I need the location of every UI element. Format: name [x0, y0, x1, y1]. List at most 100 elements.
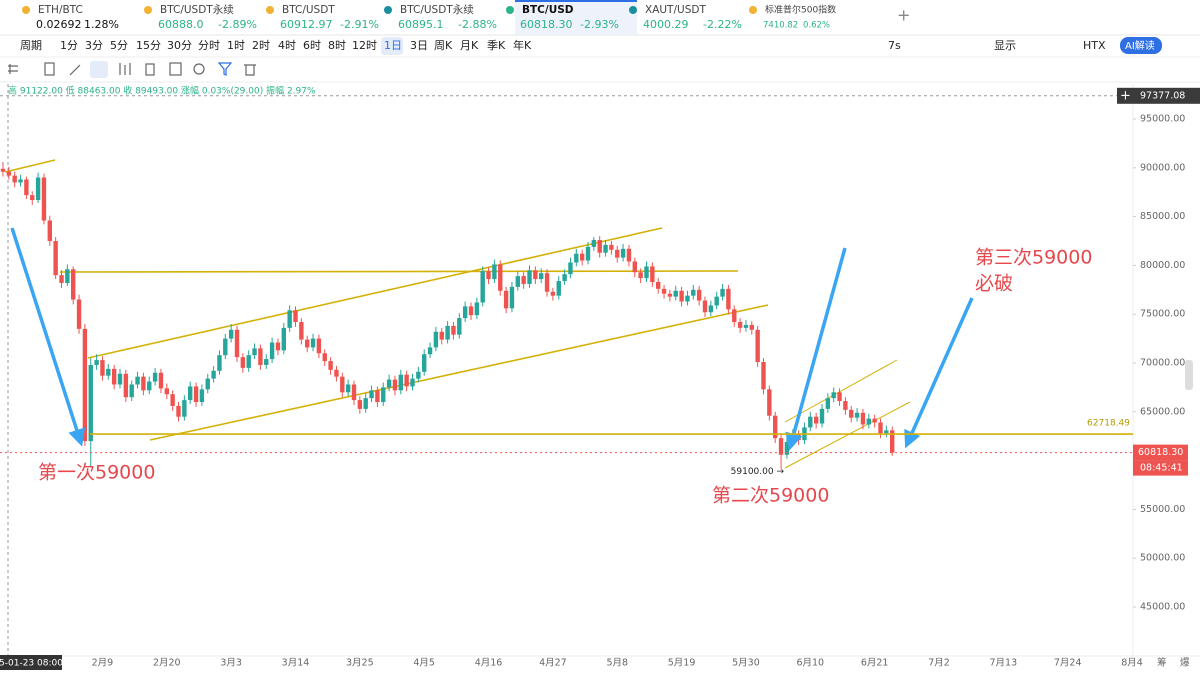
tab-price[interactable]: 60895.1	[398, 18, 444, 31]
y-tick-label: 90000.00	[1140, 162, 1185, 173]
period-button[interactable]: 12时	[352, 39, 377, 52]
tab-change[interactable]: -2.91%	[340, 18, 379, 31]
tab-icon[interactable]	[384, 6, 392, 14]
period-button[interactable]: 3日	[410, 39, 428, 52]
low-marker: 59100.00 →	[731, 467, 785, 477]
candle-body	[691, 289, 696, 296]
candle-body	[825, 398, 831, 409]
period-button[interactable]: 月K	[460, 39, 479, 52]
period-button[interactable]: 周K	[434, 39, 453, 52]
x-tick-label: 5月30	[732, 658, 760, 669]
countdown: 08:45:41	[1140, 463, 1183, 474]
tab-price[interactable]: 7410.82	[763, 21, 798, 31]
add-tab[interactable]: +	[897, 6, 910, 25]
period-button[interactable]: 3分	[85, 39, 103, 52]
tab-price[interactable]: 60912.97	[280, 18, 333, 31]
axis-button[interactable]: 筹	[1157, 657, 1167, 669]
candle-body	[252, 348, 257, 356]
period-button[interactable]: 1日	[384, 39, 402, 52]
candle-body	[147, 381, 152, 391]
candle-body	[65, 269, 70, 283]
trend-line	[87, 227, 663, 359]
candle-body	[269, 342, 275, 360]
period-button[interactable]: 周期	[20, 39, 42, 52]
tool-icon[interactable]	[119, 63, 131, 75]
high-plus[interactable]: +	[1120, 88, 1131, 103]
candle-body	[773, 415, 778, 439]
countdown-bg	[1133, 460, 1188, 476]
candle-body	[796, 434, 801, 441]
tab-symbol[interactable]: 标准普尔500指数	[765, 4, 836, 16]
x-tick-label: 2月20	[153, 658, 181, 669]
tab-price[interactable]: 60818.30	[520, 18, 573, 31]
period-button[interactable]: 1分	[60, 39, 78, 52]
tool-icon[interactable]	[145, 63, 155, 76]
candle-body	[427, 347, 433, 355]
tool-icon[interactable]	[169, 62, 182, 76]
ai-button-bg[interactable]	[1120, 37, 1162, 54]
tab-symbol[interactable]: BTC/USDT	[282, 4, 335, 16]
tool-icon[interactable]	[244, 64, 256, 76]
tab-symbol[interactable]: XAUT/USDT	[645, 4, 706, 16]
period-button[interactable]: 2时	[252, 39, 270, 52]
tab-symbol[interactable]: BTC/USDT永续	[400, 3, 474, 16]
tab-change[interactable]: -2.93%	[580, 18, 619, 31]
tool-icon[interactable]	[217, 62, 233, 76]
tab-icon[interactable]	[266, 6, 274, 14]
y-tick-label: 65000.00	[1140, 406, 1185, 417]
tool-icon[interactable]	[193, 63, 205, 75]
candle-body	[24, 179, 29, 196]
tool-icon[interactable]	[8, 64, 18, 74]
tab-icon[interactable]	[144, 6, 152, 14]
tab-symbol[interactable]: BTC/USDT永续	[160, 3, 234, 16]
tab-change[interactable]: -2.22%	[703, 18, 742, 31]
candle-body	[890, 430, 895, 453]
high-label: 97377.08	[1140, 90, 1185, 101]
tab-change[interactable]: -2.89%	[218, 18, 257, 31]
candle-body	[761, 362, 766, 390]
tool-icon[interactable]	[44, 62, 55, 76]
tab-icon[interactable]	[749, 6, 757, 14]
period-button[interactable]: 6时	[303, 39, 321, 52]
period-button[interactable]: 30分	[167, 39, 192, 52]
period-button[interactable]: 分时	[198, 39, 220, 52]
period-button[interactable]: 季K	[487, 39, 506, 52]
candle-body	[386, 379, 392, 388]
period-button[interactable]: 8时	[328, 39, 346, 52]
period-button[interactable]: 1时	[227, 39, 245, 52]
toolbar-button[interactable]: AI解读	[1125, 39, 1155, 52]
candle-body	[299, 322, 304, 340]
toolbar-button[interactable]: HTX	[1083, 39, 1106, 52]
period-button[interactable]: 年K	[513, 38, 532, 52]
tab-icon[interactable]	[629, 6, 637, 14]
tab-price[interactable]: 60888.0	[158, 18, 204, 31]
candle-body	[322, 353, 327, 362]
tab-price[interactable]: 0.02692	[36, 18, 82, 31]
tab-icon[interactable]	[22, 6, 30, 14]
x-tick-label: 7月13	[990, 658, 1018, 669]
candle-body	[310, 338, 316, 348]
period-button[interactable]: 5分	[110, 39, 128, 52]
x-tick-label: 3月25	[346, 658, 374, 669]
tab-icon[interactable]	[506, 6, 514, 14]
tab-change[interactable]: 1.28%	[84, 18, 119, 31]
tool-icon[interactable]	[69, 64, 81, 76]
period-button[interactable]: 15分	[136, 39, 161, 52]
tab-change[interactable]: 0.62%	[803, 21, 830, 31]
toolbar-button[interactable]: 显示	[994, 39, 1016, 52]
tab-change[interactable]: -2.88%	[458, 18, 497, 31]
candle-body	[404, 374, 409, 387]
axis-button[interactable]: 爆	[1180, 657, 1190, 669]
toolbar-button[interactable]: 7s	[888, 39, 901, 52]
tab-symbol[interactable]: BTC/USD	[522, 4, 574, 16]
scrollbar[interactable]	[1185, 360, 1193, 390]
candle-body	[462, 306, 468, 319]
tab-price[interactable]: 4000.29	[643, 18, 689, 31]
tab-symbol[interactable]: ETH/BTC	[38, 4, 83, 16]
crosshair-label: 5-01-23 08:00	[0, 659, 63, 669]
candle-body	[866, 418, 871, 425]
selected-period-bg	[381, 37, 403, 55]
period-button[interactable]: 4时	[278, 39, 296, 52]
